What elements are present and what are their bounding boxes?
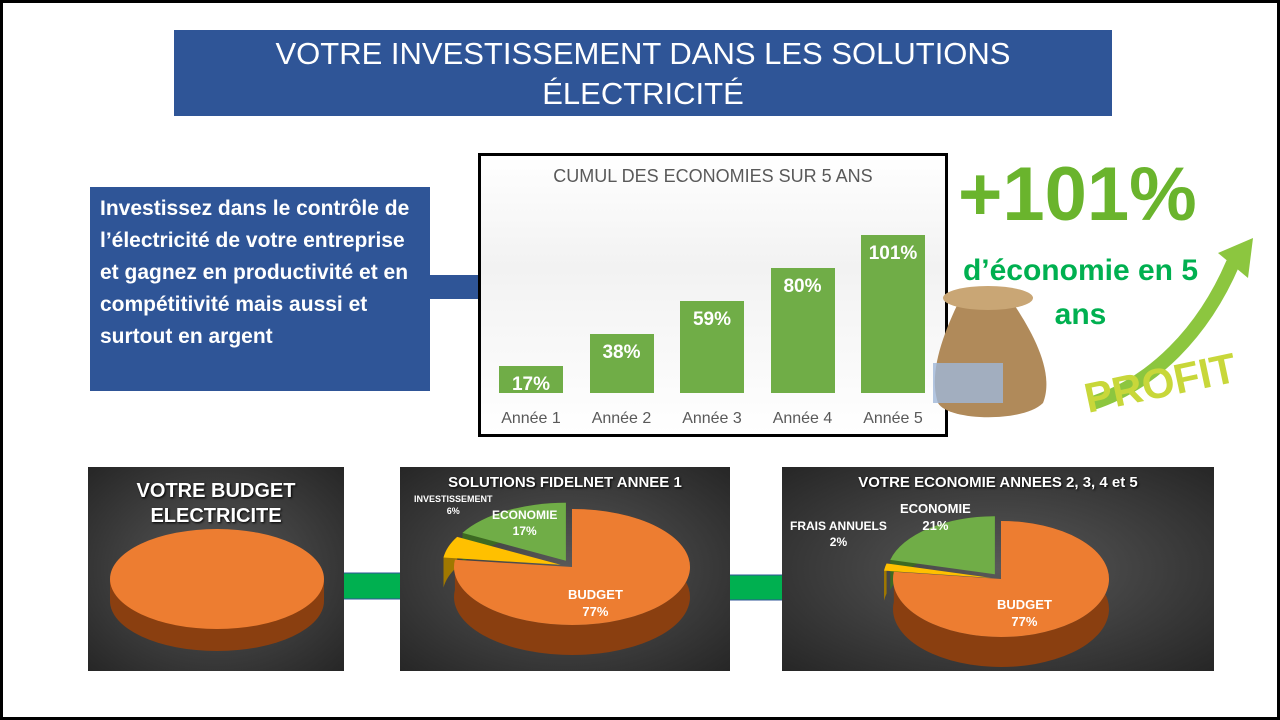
- pie-slice-economie: [462, 502, 566, 561]
- label-name: FRAIS ANNUELS: [790, 519, 887, 533]
- x-tick-label: Année 2: [591, 410, 652, 427]
- bar-chart: CUMUL DES ECONOMIES SUR 5 ANS 17% Année 1…: [478, 153, 948, 437]
- pie-slice-budget: [110, 529, 324, 629]
- label-value: 6%: [446, 505, 460, 516]
- bar: 59%: [680, 300, 744, 393]
- x-tick-label: Année 3: [682, 410, 742, 427]
- pie-label-budget: BUDGET 77%: [997, 597, 1052, 631]
- pie-label-frais-annuels: FRAIS ANNUELS 2%: [790, 519, 887, 550]
- bar-chart-title: CUMUL DES ECONOMIES SUR 5 ANS: [553, 166, 873, 186]
- label-name: ECONOMIE: [492, 508, 558, 522]
- label-name: BUDGET: [568, 587, 623, 602]
- pie-label-economie: ECONOMIE 17%: [492, 508, 557, 539]
- slide: VOTRE INVESTISSEMENT DANS LES SOLUTIONS …: [3, 3, 1277, 717]
- pie-panel-years-2-5: VOTRE ECONOMIE ANNEES 2, 3, 4 et 5 FRAIS…: [782, 467, 1214, 671]
- bar: 101%: [861, 235, 925, 393]
- pie-title: SOLUTIONS FIDELNET ANNEE 1: [448, 474, 682, 491]
- label-value: 21%: [922, 517, 949, 533]
- label-value: 17%: [512, 523, 537, 538]
- bar: 80%: [770, 267, 835, 393]
- pie-panel-current-budget: VOTRE BUDGET ELECTRICITE ACTUEL: [88, 467, 344, 671]
- label-name: INVESTISSEMENT: [414, 494, 493, 504]
- label-value: 77%: [582, 603, 609, 619]
- pie-slice-economie: [890, 516, 995, 575]
- highlight-value: +101%: [958, 152, 1197, 237]
- title-line-2: ET LES RETOMBÉES ÉCONOMIQUES POUR VOUS: [268, 116, 1018, 151]
- pie-slice-side: [884, 563, 887, 601]
- pie-title: VOTRE ECONOMIE ANNEES 2, 3, 4 et 5: [858, 474, 1138, 491]
- x-tick-label: Année 5: [863, 410, 923, 427]
- pie-label-budget: BUDGET 77%: [568, 587, 623, 621]
- label-value: 77%: [1011, 613, 1038, 629]
- bar: 17%: [499, 366, 563, 395]
- label-name: BUDGET: [997, 597, 1052, 612]
- pie-label-economie: ECONOMIE 21%: [900, 501, 971, 535]
- slide-title: VOTRE INVESTISSEMENT DANS LES SOLUTIONS …: [174, 30, 1112, 151]
- pie-panel-year-1: SOLUTIONS FIDELNET ANNEE 1 INVESTISSEMEN…: [400, 467, 730, 671]
- pie-label-investissement: INVESTISSEMENT 6%: [414, 494, 493, 517]
- pie-slice-frais-annuels: [884, 563, 992, 578]
- bar: 38%: [589, 333, 654, 393]
- label-name: ECONOMIE: [900, 501, 971, 516]
- x-tick-label: Année 4: [772, 410, 833, 427]
- highlight-caption: d’économie en 5 ans: [962, 254, 1199, 331]
- x-tick-label: Année 1: [501, 410, 561, 427]
- pie-slice-investissement: [443, 536, 561, 565]
- pie-slice-budget: [454, 509, 690, 625]
- intro-text: Investissez dans le contrôle de l’électr…: [90, 187, 430, 391]
- label-value: 2%: [829, 534, 848, 549]
- title-line-1: VOTRE INVESTISSEMENT DANS LES SOLUTIONS …: [275, 36, 1011, 111]
- pie-slice-budget: [893, 521, 1109, 637]
